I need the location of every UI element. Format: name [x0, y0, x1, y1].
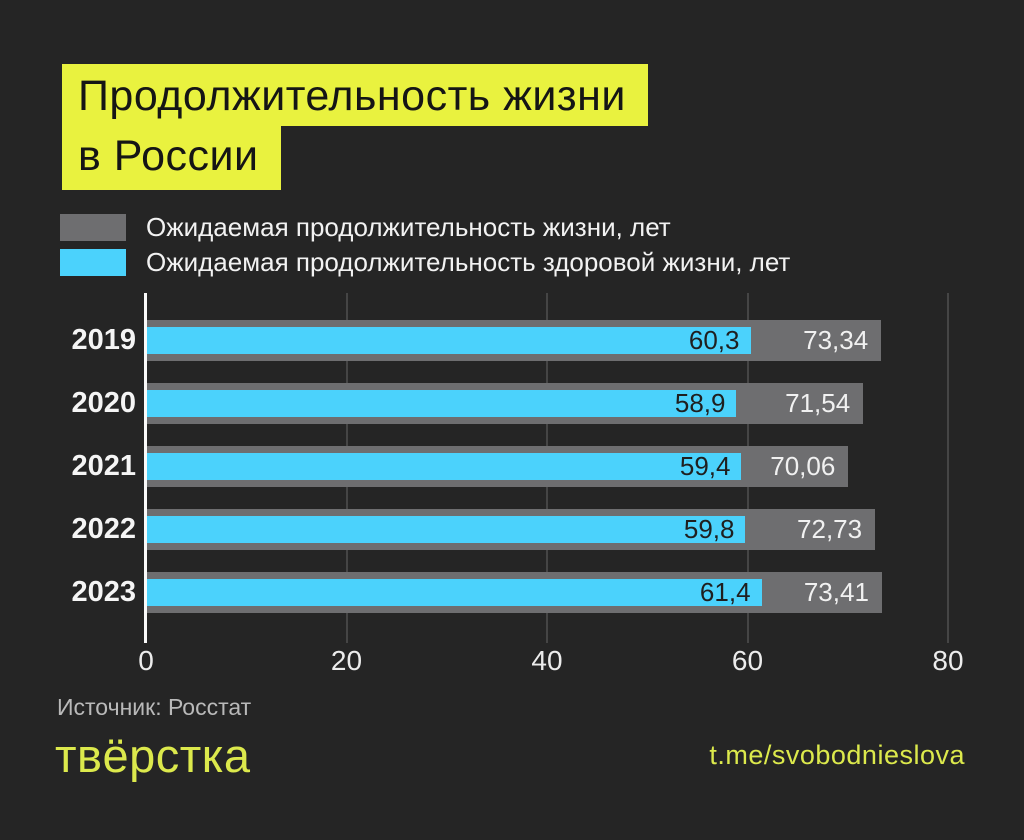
x-tick-80: 80: [932, 645, 964, 676]
chart-legend: Ожидаемая продолжительность жизни, лет О…: [60, 211, 791, 283]
bar-healthy-life-expectancy: 60,3: [146, 325, 751, 355]
bar-track: 73,34 60,3: [146, 309, 948, 372]
year-label: 2020: [71, 387, 136, 419]
legend-label: Ожидаемая продолжительность жизни, лет: [146, 211, 671, 242]
legend-item-life-expectancy: Ожидаемая продолжительность жизни, лет: [60, 211, 790, 242]
bar-healthy-life-expectancy: 59,8: [146, 514, 746, 544]
year-label: 2023: [71, 576, 136, 608]
page-title-line-1: Продолжительность жизни: [62, 64, 648, 126]
bar-value-healthy: 59,4: [679, 451, 731, 481]
chart-row-2020: 2020 71,54 58,9: [40, 372, 948, 435]
page-title: Продолжительность жизни в России: [62, 64, 648, 190]
bar-value-healthy: 59,8: [683, 514, 735, 544]
bar-value-healthy: 58,9: [674, 388, 726, 418]
telegram-link[interactable]: t.me/svobodnieslova: [709, 740, 965, 770]
bar-value-healthy: 60,3: [688, 325, 740, 355]
bar-healthy-life-expectancy: 59,4: [146, 451, 742, 481]
legend-swatch-gray: [60, 213, 126, 241]
legend-label: Ожидаемая продолжительность здоровой жиз…: [146, 246, 791, 277]
bar-healthy-life-expectancy: 61,4: [146, 577, 762, 607]
bar-value-total: 73,41: [803, 577, 869, 607]
bar-chart: 2019 73,34 60,3 2020 71,54 58,9 2021 70,06 59,4 2…: [40, 293, 964, 683]
gridline-80: [947, 293, 949, 643]
x-tick-0: 0: [138, 645, 154, 676]
x-axis-tick-labels: 0 20 40 60 80: [138, 645, 963, 681]
year-label: 2021: [71, 450, 136, 482]
year-label: 2022: [71, 513, 136, 545]
bar-value-total: 71,54: [785, 388, 851, 418]
year-label: 2019: [71, 324, 136, 356]
source-note: Источник: Росстат: [57, 694, 252, 720]
page-title-line-2: в России: [62, 126, 281, 190]
x-tick-40: 40: [531, 645, 563, 676]
bar-track: 71,54 58,9: [146, 372, 948, 435]
legend-item-healthy-life-expectancy: Ожидаемая продолжительность здоровой жиз…: [60, 246, 791, 277]
bar-value-total: 73,34: [803, 325, 869, 355]
bar-value-total: 72,73: [797, 514, 863, 544]
x-tick-20: 20: [330, 645, 363, 676]
chart-rows: 2019 73,34 60,3 2020 71,54 58,9 2021 70,06 59,4 2…: [40, 309, 948, 624]
x-tick-60: 60: [731, 645, 764, 676]
chart-row-2019: 2019 73,34 60,3: [40, 309, 948, 372]
bar-healthy-life-expectancy: 58,9: [146, 388, 737, 418]
bar-value-total: 70,06: [770, 451, 836, 481]
y-axis-line: [144, 293, 147, 643]
bar-track: 72,73 59,8: [146, 498, 948, 561]
bar-value-healthy: 61,4: [699, 577, 751, 607]
chart-row-2023: 2023 73,41 61,4: [40, 561, 948, 624]
chart-row-2021: 2021 70,06 59,4: [40, 435, 948, 498]
bar-track: 73,41 61,4: [146, 561, 948, 624]
bar-track: 70,06 59,4: [146, 435, 948, 498]
legend-swatch-blue: [60, 248, 126, 276]
verstka-logo: твёрстка: [55, 729, 251, 782]
chart-row-2022: 2022 72,73 59,8: [40, 498, 948, 561]
